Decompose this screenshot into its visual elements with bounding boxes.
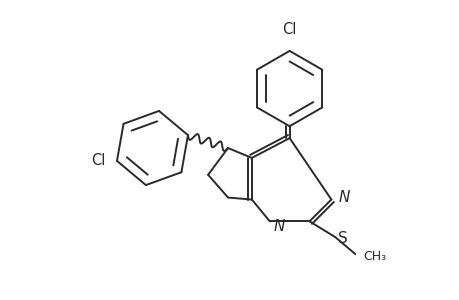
Text: CH₃: CH₃ bbox=[363, 250, 386, 262]
Text: Cl: Cl bbox=[90, 153, 105, 168]
Text: Cl: Cl bbox=[282, 22, 296, 37]
Text: S: S bbox=[338, 231, 347, 246]
Text: N: N bbox=[273, 219, 285, 234]
Text: N: N bbox=[338, 190, 349, 205]
